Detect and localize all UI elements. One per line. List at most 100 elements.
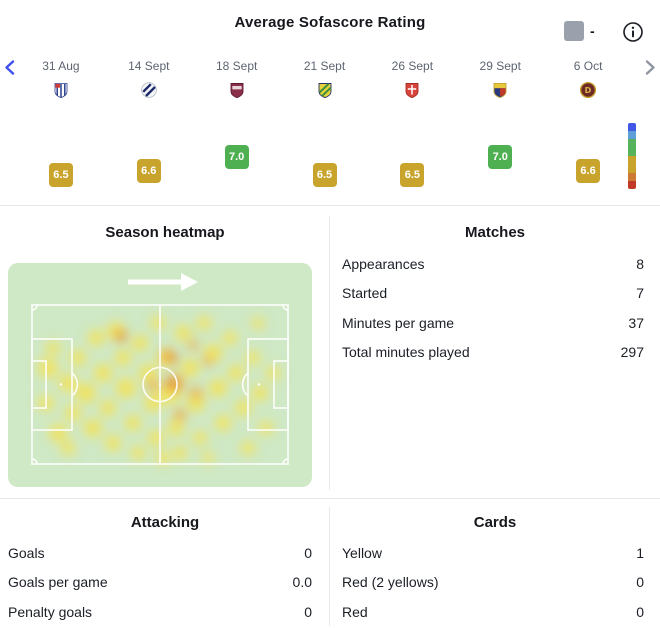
rating-badge[interactable]: 6.5	[400, 163, 425, 187]
middle-section: Season heatmap	[0, 206, 660, 498]
chart-zone: 6.5	[368, 99, 456, 199]
stat-value: 0	[304, 603, 312, 620]
chart-zone: 6.6	[105, 99, 193, 199]
stat-label: Red (2 yellows)	[342, 574, 439, 591]
stat-row: Total minutes played 297	[330, 338, 660, 368]
stat-row: Penalty goals 0	[0, 597, 330, 627]
column-divider	[329, 507, 330, 626]
matches-title: Matches	[464, 224, 526, 241]
chevron-right-icon[interactable]	[641, 59, 658, 76]
info-icon[interactable]	[622, 21, 644, 43]
chart-zone: 6.5	[17, 99, 105, 199]
chevron-left-icon[interactable]	[2, 59, 19, 76]
stat-value: 0	[636, 603, 644, 620]
stat-value: 1	[636, 544, 644, 561]
chart-title: Average Sofascore Rating	[234, 14, 426, 31]
rating-chart-section: Average Sofascore Rating - 31 Aug 6.5	[0, 0, 660, 205]
section-divider	[0, 205, 660, 206]
season-heatmap-panel: Season heatmap	[0, 206, 330, 498]
match-date: 14 Sept	[128, 59, 170, 73]
pitch-lines	[31, 304, 289, 465]
rating-badge[interactable]: 7.0	[488, 145, 513, 169]
chart-zone: 7.0	[456, 99, 544, 199]
rating-badge[interactable]: 7.0	[224, 145, 249, 169]
stat-row: Goals per game 0.0	[0, 568, 330, 598]
scale-segment	[628, 181, 636, 189]
cards-rows: Yellow 1 Red (2 yellows) 0 Red 0	[330, 538, 660, 627]
cards-title: Cards	[473, 514, 517, 531]
attacking-rows: Goals 0 Goals per game 0.0 Penalty goals 0	[0, 538, 330, 627]
rating-scale	[628, 123, 636, 189]
stat-value: 7	[636, 285, 644, 302]
team-logo	[193, 81, 281, 99]
stat-label: Goals per game	[8, 574, 108, 591]
stat-row: Minutes per game 37	[330, 308, 660, 338]
rating-badge[interactable]: 6.5	[312, 163, 337, 187]
team-logo	[281, 81, 369, 99]
stat-label: Started	[342, 285, 388, 302]
match-date: 18 Sept	[215, 59, 258, 73]
rating-badge[interactable]: 6.6	[576, 159, 601, 183]
stat-label: Yellow	[342, 544, 382, 561]
stat-value: 0	[636, 574, 644, 591]
attacking-title: Attacking	[130, 514, 200, 531]
stat-value: 297	[620, 344, 644, 361]
rating-badge[interactable]: 6.5	[48, 163, 73, 187]
stat-value: 0	[304, 544, 312, 561]
team-logo	[456, 81, 544, 99]
match-date: 6 Oct	[573, 59, 603, 73]
match-column[interactable]: 29 Sept 7.0	[456, 58, 544, 199]
match-date: 29 Sept	[479, 59, 521, 73]
match-column[interactable]: 21 Sept 6.5	[281, 58, 369, 199]
match-date: 26 Sept	[391, 59, 434, 73]
scale-segment	[628, 156, 636, 173]
match-column[interactable]: 26 Sept 6.5	[368, 58, 456, 199]
stat-row: Yellow 1	[330, 538, 660, 568]
chart-zone: 7.0	[193, 99, 281, 199]
team-logo: D	[544, 81, 632, 99]
scale-segment	[628, 139, 636, 156]
matches-rows: Appearances 8 Started 7 Minutes per game 37 To…	[330, 249, 660, 367]
chart-zone: 6.5	[281, 99, 369, 199]
stat-row: Started 7	[330, 279, 660, 309]
matches-panel: Matches Appearances 8 Started 7 Minutes per …	[330, 206, 660, 498]
stat-label: Goals	[8, 544, 45, 561]
heatmap-title: Season heatmap	[105, 224, 225, 241]
match-date: 21 Sept	[303, 59, 346, 73]
stat-label: Penalty goals	[8, 603, 93, 620]
stat-value: 37	[628, 314, 644, 331]
scale-segment	[628, 173, 636, 181]
scale-segment	[628, 131, 636, 139]
average-rating-value: -	[590, 23, 595, 39]
chart-zone: 6.6	[544, 99, 632, 199]
stat-label: Appearances	[342, 255, 425, 272]
team-logo	[368, 81, 456, 99]
heat-blobs	[38, 316, 280, 465]
column-divider	[329, 216, 330, 490]
stat-label: Minutes per game	[342, 314, 455, 331]
average-rating-swatch	[564, 21, 584, 41]
match-column[interactable]: 14 Sept 6.6	[105, 58, 193, 199]
cards-panel: Cards Yellow 1 Red (2 yellows) 0 Red 0	[330, 499, 660, 628]
section-divider	[0, 498, 660, 499]
stat-label: Total minutes played	[342, 344, 470, 361]
attacking-panel: Attacking Goals 0 Goals per game 0.0 Penalty…	[0, 499, 330, 628]
match-column[interactable]: 31 Aug 6.5	[17, 58, 105, 199]
average-rating-legend: -	[564, 21, 595, 41]
team-logo	[105, 81, 193, 99]
rating-badge[interactable]: 6.6	[136, 159, 161, 183]
stat-row: Goals 0	[0, 538, 330, 568]
match-column[interactable]: 18 Sept 7.0	[193, 58, 281, 199]
svg-text:D: D	[585, 86, 592, 95]
bottom-section: Attacking Goals 0 Goals per game 0.0 Penalty…	[0, 499, 660, 628]
season-heatmap	[8, 263, 312, 487]
match-columns: 31 Aug 6.5 14 Sept 6.6 18 Sept	[17, 58, 632, 199]
stat-row: Red (2 yellows) 0	[330, 568, 660, 598]
match-column[interactable]: 6 Oct D 6.6	[544, 58, 632, 199]
team-logo	[17, 81, 105, 99]
scale-segment	[628, 123, 636, 131]
match-date: 31 Aug	[42, 59, 80, 73]
attack-direction-arrow-icon	[128, 273, 198, 291]
stat-row: Red 0	[330, 597, 660, 627]
